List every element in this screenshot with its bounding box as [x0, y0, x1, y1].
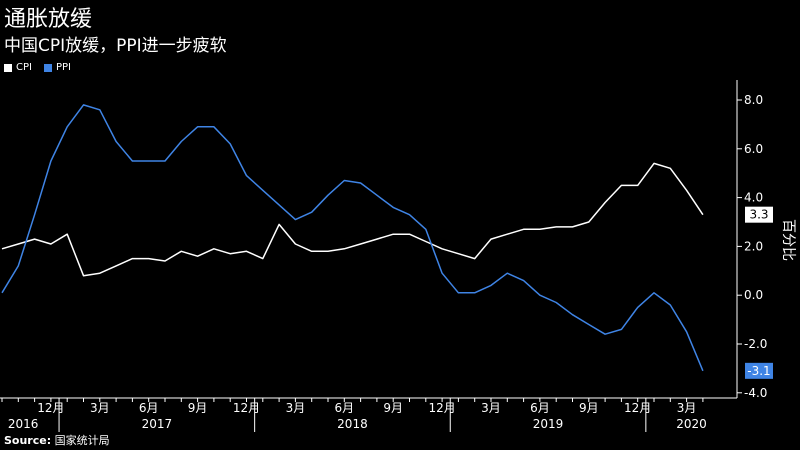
x-tick-label: 3月	[481, 401, 501, 415]
series-line-cpi	[1, 162, 704, 277]
y-tick-label: -4.0	[744, 386, 767, 400]
year-label: 2018	[337, 417, 368, 431]
x-tick-label: 12月	[428, 401, 455, 415]
end-value-box-ppi	[745, 362, 773, 379]
y-tick-label: 4.0	[744, 191, 763, 205]
y-tick-label: -2.0	[744, 337, 767, 351]
x-tick-label: 12月	[233, 401, 260, 415]
legend-item-ppi: PPI	[43, 62, 71, 73]
series-line-ppi	[1, 104, 704, 372]
x-tick-label: 12月	[624, 401, 651, 415]
x-tick-label: 6月	[530, 401, 550, 415]
end-value-label-cpi: 3.3	[749, 208, 768, 222]
x-tick-label: 12月	[37, 401, 64, 415]
legend-item-cpi: CPI	[4, 62, 32, 73]
legend-label-ppi: PPI	[55, 62, 71, 73]
year-label: 2016	[8, 417, 39, 431]
y-tick-label: 6.0	[744, 142, 763, 156]
source-text: 国家统计局	[51, 434, 110, 447]
x-tick-label: 3月	[286, 401, 306, 415]
chart-subtitle: 中国CPI放缓，PPI进一步疲软	[4, 36, 227, 56]
source-note: Source: 国家统计局	[4, 432, 110, 448]
x-tick-label: 9月	[188, 401, 208, 415]
end-value-label-ppi: -3.1	[747, 364, 770, 378]
y-axis-title: 百分比	[780, 219, 796, 261]
y-tick-label: 2.0	[744, 239, 763, 253]
y-tick-label: 8.0	[744, 93, 763, 107]
x-tick-label: 3月	[677, 401, 697, 415]
legend: CPI PPI	[4, 62, 71, 73]
year-label: 2017	[142, 417, 173, 431]
x-tick-label: 6月	[334, 401, 354, 415]
chart-title: 通胀放缓	[4, 7, 93, 32]
x-tick-label: 6月	[139, 401, 159, 415]
end-value-box-cpi	[745, 206, 773, 223]
x-tick-label: 9月	[383, 401, 403, 415]
y-tick-label: 0.0	[744, 288, 763, 302]
x-tick-label: 9月	[579, 401, 599, 415]
year-label: 2020	[676, 417, 707, 431]
year-label: 2019	[533, 417, 564, 431]
legend-swatch-cpi	[4, 63, 12, 72]
legend-swatch-ppi	[43, 63, 52, 72]
source-label: Source:	[4, 434, 52, 447]
legend-label-cpi: CPI	[16, 62, 32, 73]
x-tick-label: 3月	[90, 401, 110, 415]
